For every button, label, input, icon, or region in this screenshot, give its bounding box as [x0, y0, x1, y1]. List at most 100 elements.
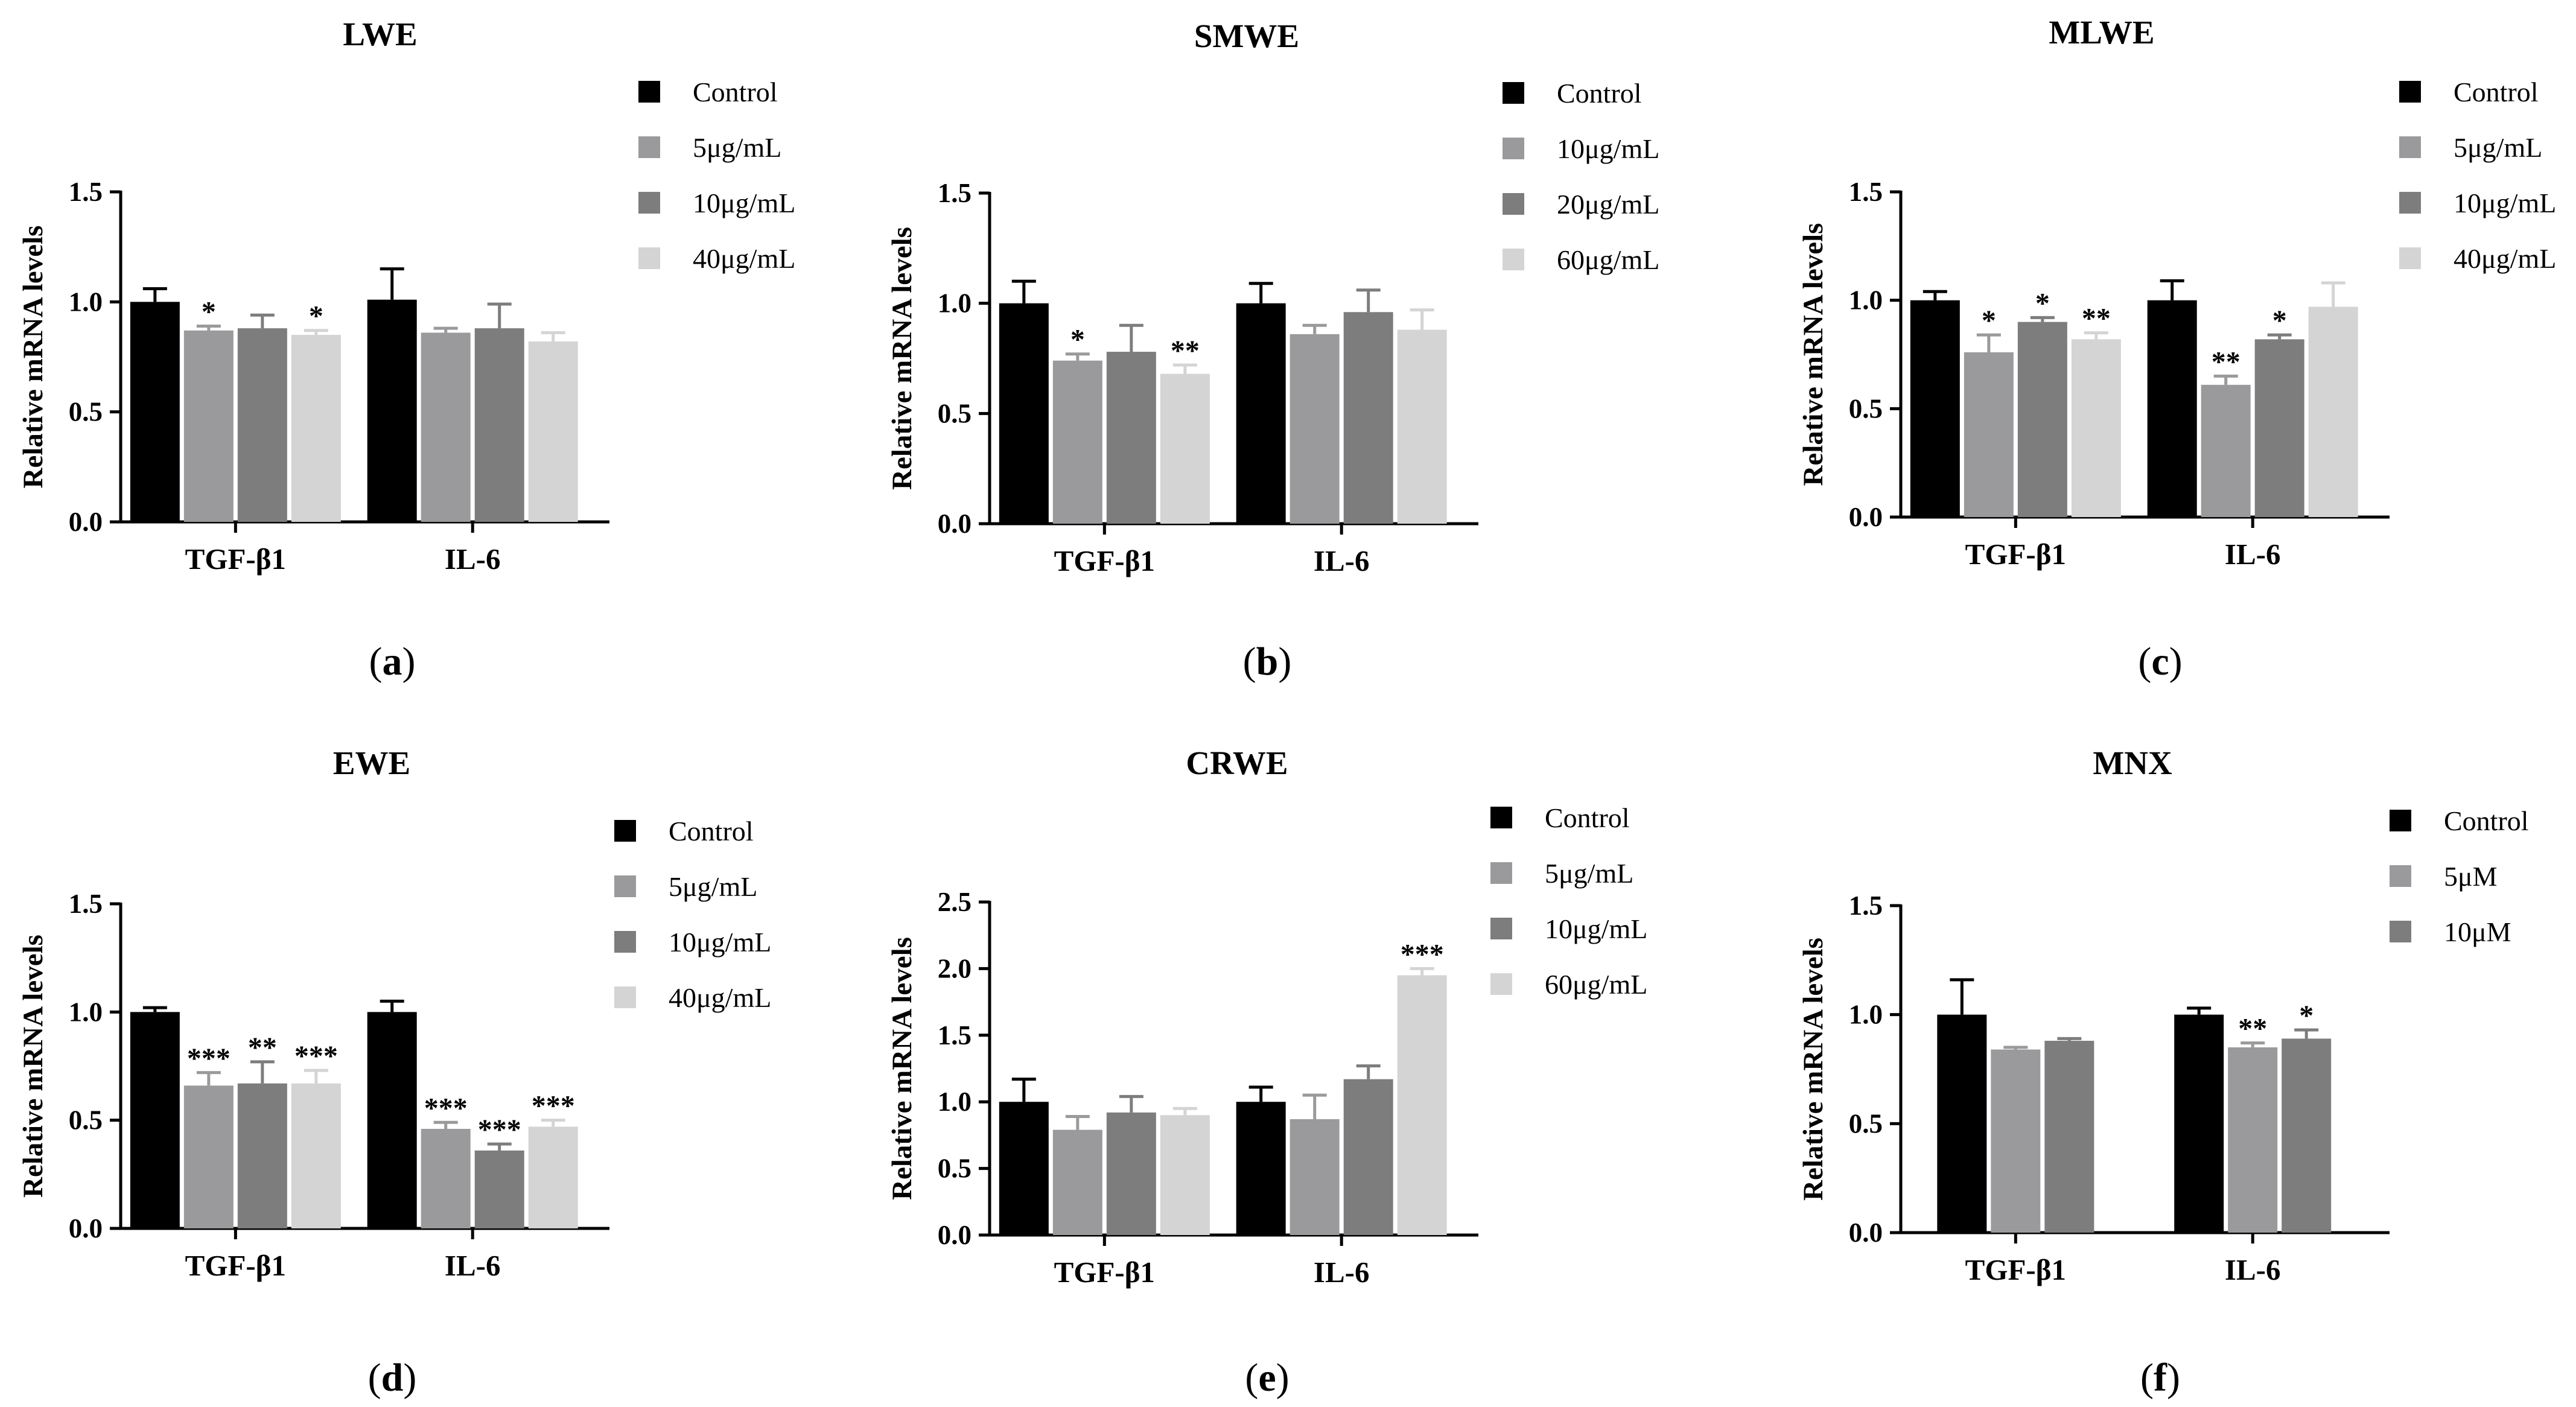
bar-TGF-β1-Control [1937, 1014, 1987, 1233]
bar-TGF-β1-5μg/mL [1052, 1129, 1102, 1235]
bar-TGF-β1-60μg/mL [1160, 373, 1210, 524]
bar-TGF-β1-10μg/mL [237, 328, 287, 522]
bar-IL-6-Control [1236, 303, 1286, 524]
bar-IL-6-10μg/mL [2254, 339, 2304, 517]
x-tick-label: TGF-β1 [1965, 538, 2066, 571]
y-tick-label: 1.0 [69, 997, 103, 1027]
bar-IL-6-Control [2147, 300, 2197, 517]
y-tick-label: 0.5 [69, 1105, 103, 1135]
y-tick-label: 0.5 [1849, 1108, 1883, 1139]
y-tick-label: 0.0 [69, 507, 103, 537]
chart-panel-1: LWE Relative mRNA levels 0.0 0.5 1.0 1.5 TGF-β… [17, 16, 795, 684]
bar-TGF-β1-Control [130, 302, 180, 522]
significance-star: ** [2212, 346, 2240, 378]
y-tick-label: 0.0 [69, 1213, 103, 1243]
legend-label-4: 40μg/mL [2454, 243, 2556, 274]
bar-IL-6-5μg/mL [2201, 384, 2251, 517]
legend-label-4: 40μg/mL [693, 243, 795, 274]
legend-label-1: Control [2444, 805, 2529, 836]
bar-TGF-β1-10μg/mL [1052, 360, 1102, 524]
y-tick-label: 1.0 [1849, 1000, 1883, 1030]
chart-title: CRWE [1186, 745, 1288, 781]
panel-label: (b) [1243, 640, 1292, 684]
legend-swatch-4 [614, 986, 636, 1008]
x-tick-label: IL-6 [445, 1249, 501, 1282]
panel-label: (d) [368, 1356, 417, 1400]
x-tick-label: IL-6 [2225, 1253, 2281, 1286]
significance-star: ** [248, 1032, 277, 1064]
bar-TGF-β1-40μg/mL [291, 335, 341, 522]
x-tick-label: TGF-β1 [185, 542, 286, 576]
legend-label-1: Control [693, 77, 778, 107]
bar-TGF-β1-Control [130, 1012, 180, 1228]
panel-label: (e) [1245, 1356, 1289, 1400]
x-tick-label: TGF-β1 [185, 1249, 286, 1282]
bar-IL-6-Control [1236, 1102, 1286, 1235]
chart-title: MNX [2093, 745, 2172, 781]
y-axis-label: Relative mRNA levels [17, 935, 49, 1198]
bar-TGF-β1-40μg/mL [291, 1083, 341, 1228]
legend-label-1: Control [1557, 78, 1642, 109]
legend-swatch-2 [638, 136, 660, 158]
bar-IL-6-5μg/mL [421, 1129, 471, 1228]
y-tick-label: 1.5 [1849, 891, 1883, 921]
legend-label-3: 10μg/mL [669, 927, 771, 958]
significance-star: * [309, 300, 323, 332]
legend-swatch-3 [1490, 918, 1512, 939]
y-axis-label: Relative mRNA levels [1798, 223, 1829, 486]
legend-swatch-3 [2399, 192, 2421, 214]
legend-swatch-1 [638, 81, 660, 103]
legend-swatch-1 [1503, 82, 1524, 104]
y-tick-label: 0.5 [938, 1154, 972, 1184]
y-axis-label: Relative mRNA levels [1798, 938, 1829, 1201]
bar-TGF-β1-5μg/mL [1964, 352, 2014, 517]
legend-swatch-3 [2390, 921, 2411, 942]
legend-label-3: 10μg/mL [693, 188, 795, 218]
x-tick-label: IL-6 [1314, 544, 1370, 577]
bar-TGF-β1-5μM [1991, 1049, 2041, 1233]
legend-label-2: 10μg/mL [1557, 133, 1659, 164]
legend-label-4: 60μg/mL [1545, 969, 1647, 1000]
bar-IL-6-10μg/mL [1343, 1079, 1393, 1235]
y-tick-label: 2.5 [938, 887, 972, 917]
panel-label: (c) [2138, 640, 2182, 684]
legend-swatch-3 [1503, 193, 1524, 215]
legend-label-2: 5μg/mL [1545, 858, 1633, 889]
chart-panel-2: SMWE Relative mRNA levels 0.0 0.5 1.0 1.5 TGF-… [886, 17, 1659, 684]
legend-label-4: 60μg/mL [1557, 244, 1659, 275]
significance-star: ** [2238, 1013, 2267, 1045]
significance-star: *** [424, 1092, 468, 1124]
bar-TGF-β1-5μg/mL [183, 330, 234, 522]
bar-IL-6-5μg/mL [1290, 1119, 1340, 1235]
bar-IL-6-40μg/mL [528, 341, 578, 522]
legend-swatch-2 [2399, 136, 2421, 158]
y-tick-label: 1.5 [69, 889, 103, 919]
y-tick-label: 0.5 [938, 398, 972, 428]
y-tick-label: 0.0 [1849, 502, 1883, 532]
chart-title: SMWE [1194, 17, 1299, 54]
significance-star: ** [2082, 303, 2111, 335]
significance-star: * [2299, 1000, 2314, 1032]
legend-label-2: 5μg/mL [693, 132, 781, 163]
significance-star: *** [478, 1114, 521, 1146]
legend-swatch-1 [2399, 81, 2421, 103]
significance-star: * [202, 296, 216, 328]
y-tick-label: 1.5 [938, 1020, 972, 1050]
bar-TGF-β1-5μg/mL [183, 1085, 234, 1228]
legend-label-2: 5μg/mL [669, 871, 757, 902]
bar-IL-6-10μM [2282, 1038, 2332, 1233]
legend-label-2: 5μg/mL [2454, 132, 2542, 163]
chart-panel-4: EWE Relative mRNA levels 0.0 0.5 1.0 1.5 TGF-β… [17, 745, 771, 1400]
legend-swatch-4 [638, 247, 660, 269]
legend-swatch-2 [614, 875, 636, 897]
y-tick-label: 1.5 [938, 178, 972, 208]
legend-swatch-4 [2399, 247, 2421, 269]
y-axis-label: Relative mRNA levels [17, 226, 49, 489]
significance-star: *** [294, 1040, 338, 1072]
y-axis-label: Relative mRNA levels [886, 227, 918, 490]
bar-TGF-β1-10μg/mL [1106, 1112, 1156, 1235]
y-tick-label: 0.5 [1849, 393, 1883, 424]
bar-TGF-β1-60μg/mL [1160, 1115, 1210, 1235]
bar-IL-6-5μM [2228, 1047, 2278, 1233]
